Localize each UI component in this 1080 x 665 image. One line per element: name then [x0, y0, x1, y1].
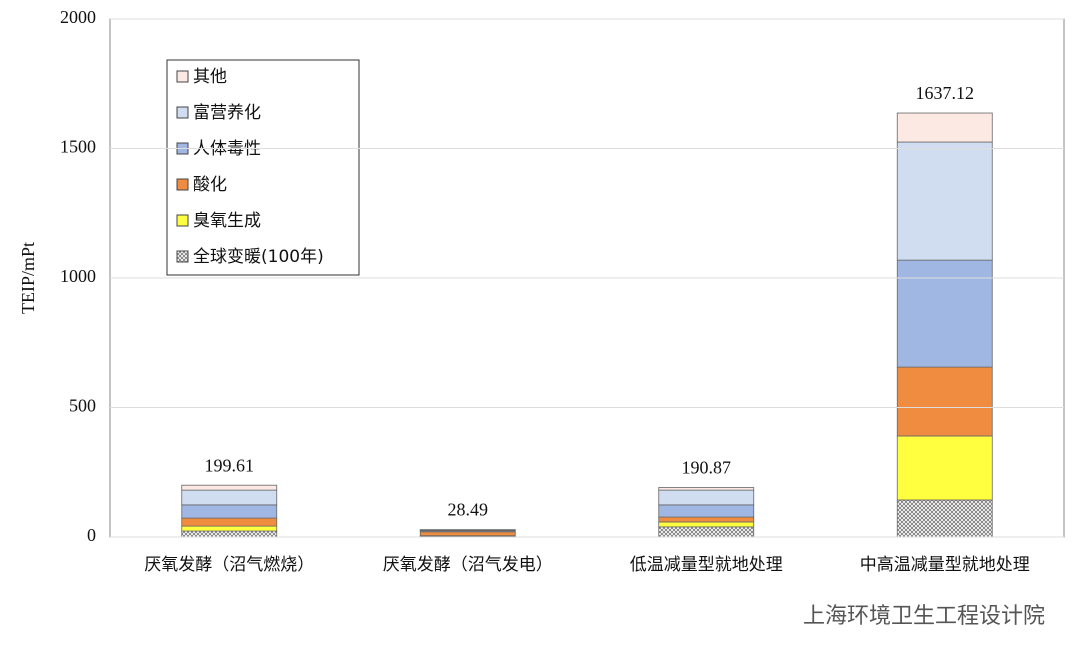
bar-segment [419, 531, 516, 537]
bar-segment [896, 112, 993, 143]
x-tick-label: 厌氧发酵（沼气燃烧） [144, 555, 314, 575]
bar-segment [181, 525, 278, 532]
y-tick-label: 0 [87, 525, 96, 545]
legend-swatch [176, 70, 189, 83]
total-label: 28.49 [448, 500, 489, 520]
x-tick-label: 中高温减量型就地处理 [860, 555, 1030, 575]
bar-segment [181, 530, 278, 538]
bar-segment [181, 504, 278, 519]
x-tick-label: 厌氧发酵（沼气发电） [383, 555, 553, 575]
total-label: 1637.12 [916, 83, 975, 103]
bar-segment [896, 141, 993, 261]
legend-swatch [176, 250, 189, 263]
legend-box [166, 59, 360, 276]
bar-segment [658, 489, 755, 506]
legend-label: 全球变暖(100年) [193, 247, 324, 267]
legend-label: 富营养化 [193, 103, 261, 123]
legend-label: 臭氧生成 [193, 211, 261, 231]
legend-swatch [176, 214, 189, 227]
bar-segment [896, 259, 993, 368]
bar-segment [896, 366, 993, 437]
bar-segment [896, 435, 993, 501]
bars [181, 112, 993, 538]
y-axis-label: TEIP/mPt [18, 242, 38, 314]
total-label: 190.87 [682, 458, 732, 478]
legend-swatch [176, 106, 189, 119]
bar-segment [658, 516, 755, 523]
bar-segment [896, 499, 993, 538]
y-tick-label: 500 [69, 396, 96, 416]
bar-segment [658, 521, 755, 528]
bar-segment [658, 487, 755, 491]
bar-segment [181, 484, 278, 491]
y-tick-label: 2000 [60, 7, 96, 27]
legend-swatch [176, 178, 189, 191]
x-tick-label: 低温减量型就地处理 [630, 555, 783, 575]
legend-label: 其他 [193, 67, 227, 87]
bar-segment [658, 526, 755, 538]
legend-label: 酸化 [193, 175, 227, 195]
total-label: 199.61 [205, 455, 255, 475]
bar-segment [181, 489, 278, 506]
y-tick-label: 1500 [60, 137, 96, 157]
watermark: 上海环境卫生工程设计院 [803, 604, 1045, 629]
bar-segment [658, 504, 755, 518]
bar-segment [181, 517, 278, 527]
y-tick-label: 1000 [60, 266, 96, 286]
